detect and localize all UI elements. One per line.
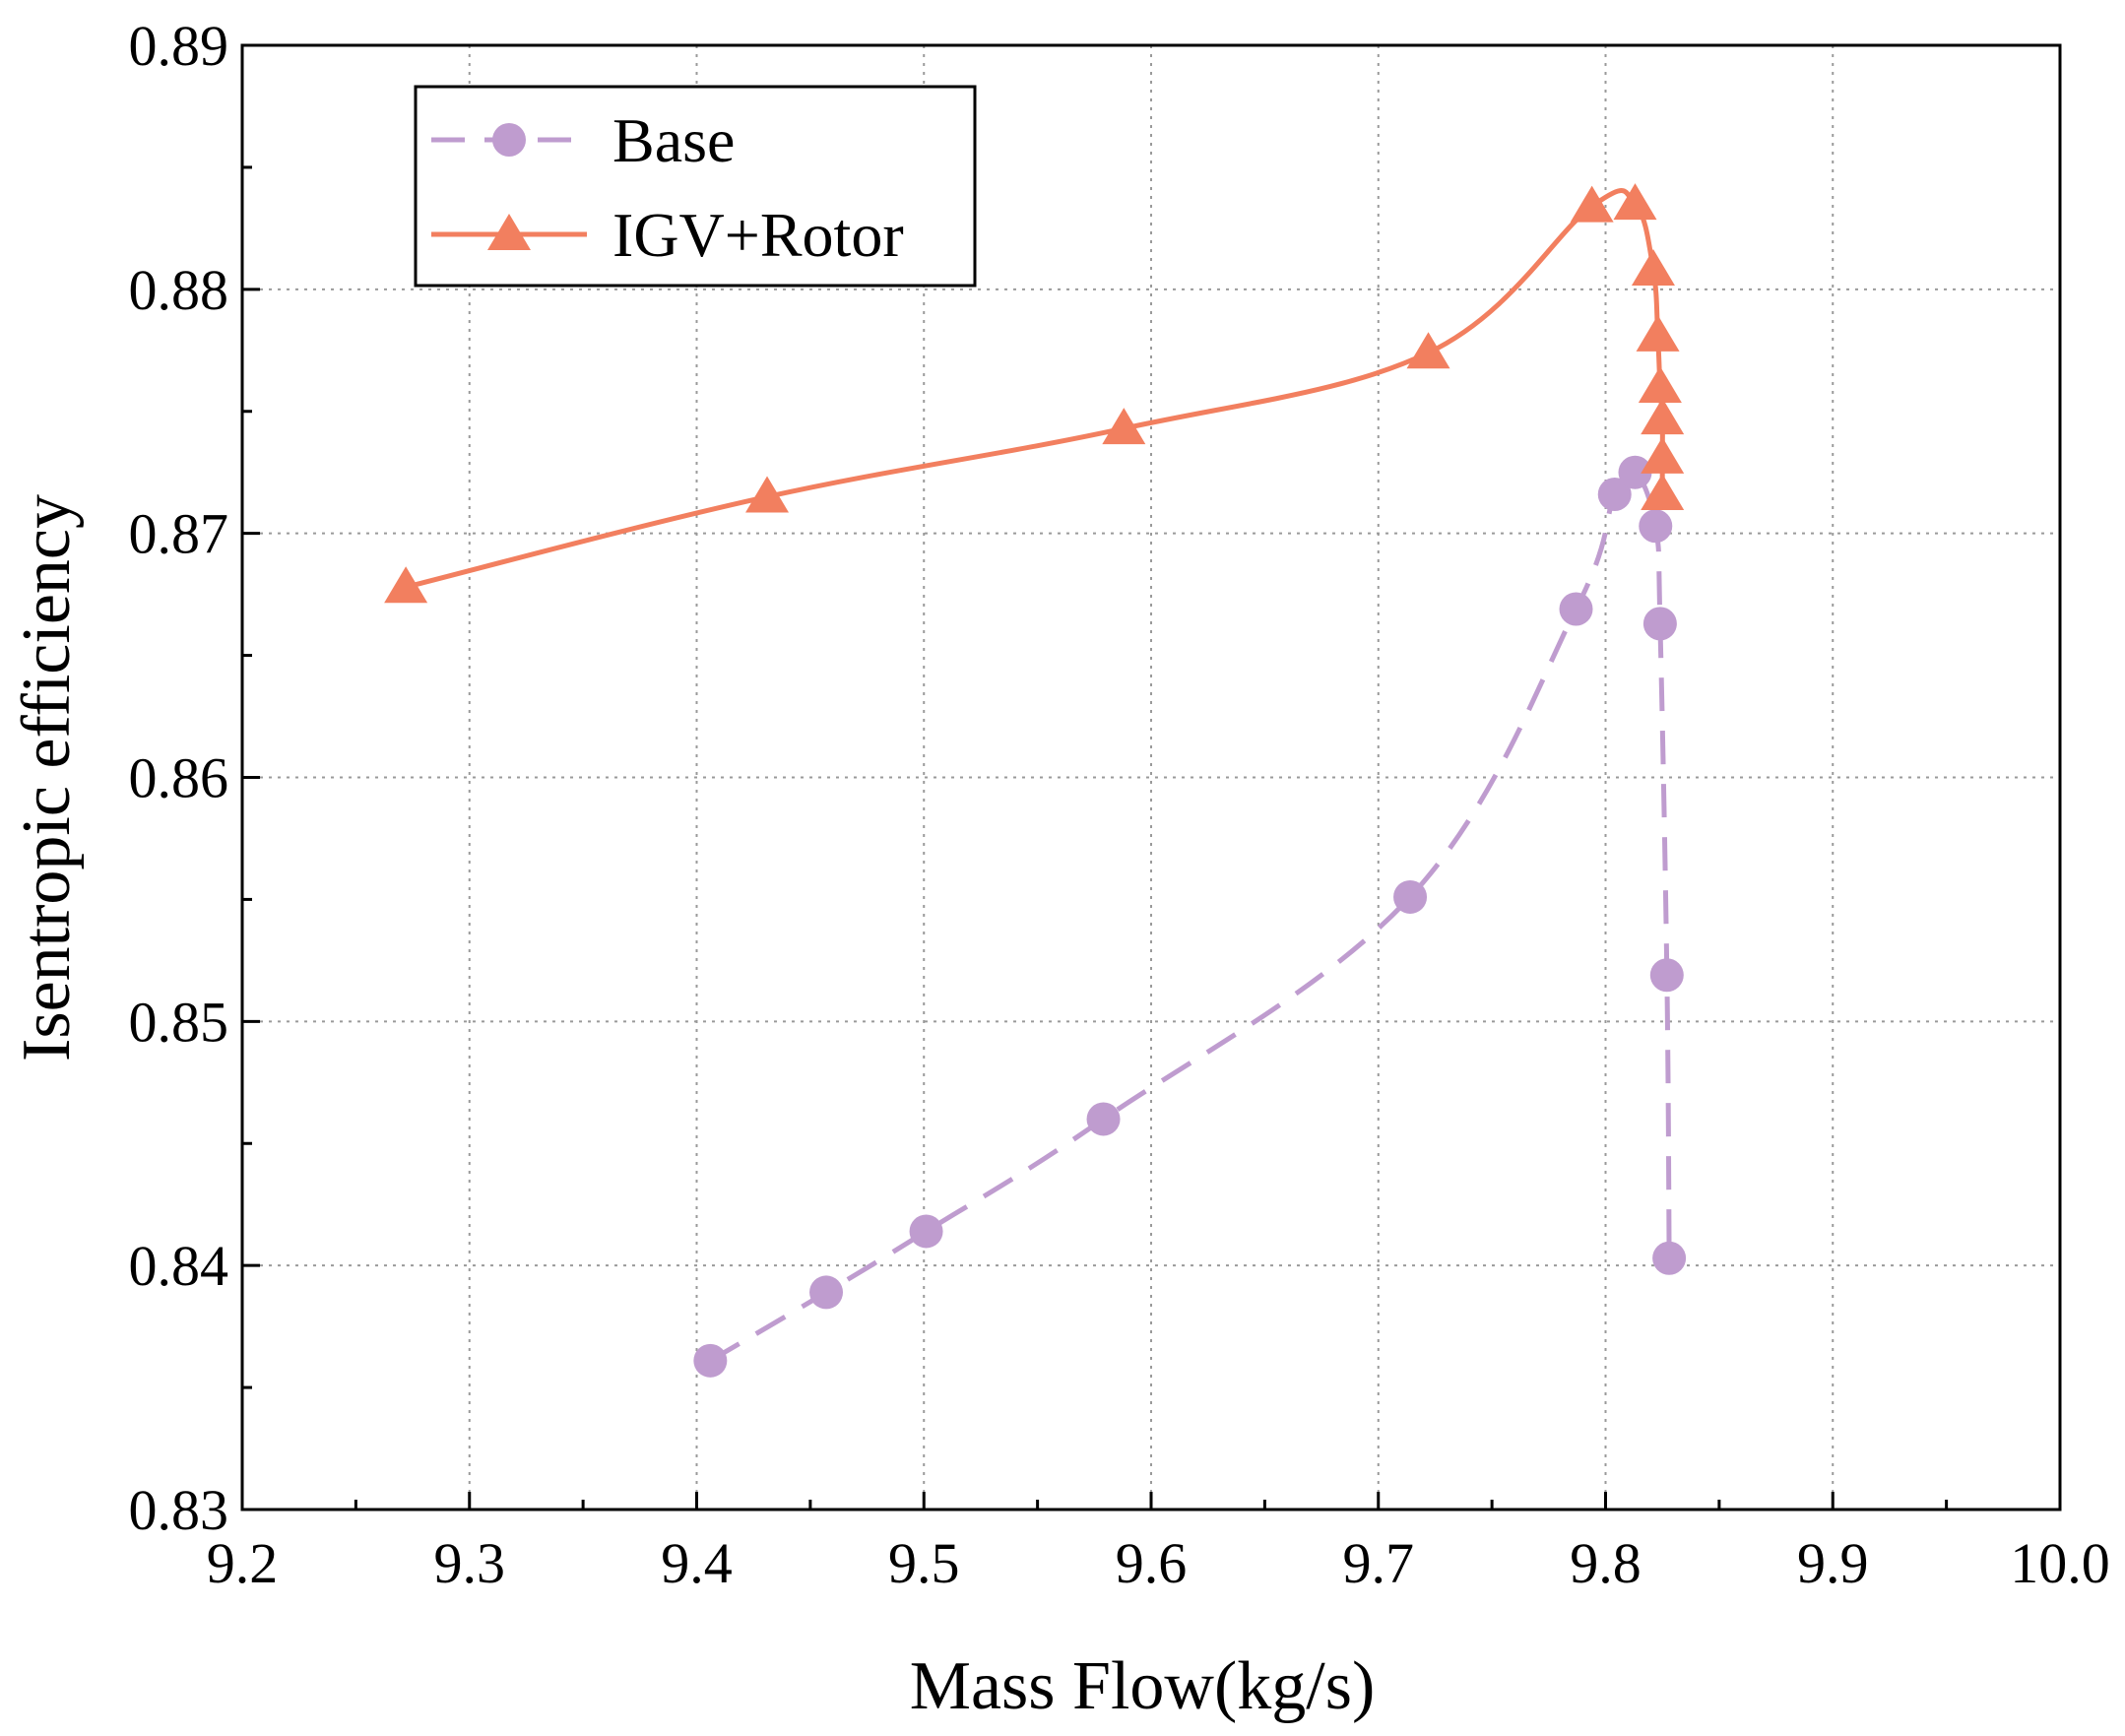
data-point <box>1636 314 1680 352</box>
x-tick-label: 9.5 <box>888 1531 960 1595</box>
x-axis-title: Mass Flow(kg/s) <box>910 1648 1376 1724</box>
data-point <box>809 1275 844 1310</box>
y-tick-label: 0.84 <box>129 1234 229 1298</box>
data-point <box>1642 607 1677 641</box>
grid <box>242 45 2060 1510</box>
data-point <box>1406 332 1450 369</box>
y-tick-label: 0.88 <box>129 258 229 322</box>
data-point <box>1641 474 1685 511</box>
data-point <box>1639 509 1673 544</box>
data-point <box>745 476 790 513</box>
legend-entry: Base <box>431 105 735 175</box>
data-point <box>1102 408 1146 445</box>
x-tick-label: 9.3 <box>434 1531 506 1595</box>
y-tick-label: 0.83 <box>129 1478 229 1542</box>
y-tick-label: 0.89 <box>129 14 229 78</box>
legend-label: IGV+Rotor <box>612 200 904 270</box>
series-1 <box>693 455 1687 1378</box>
legend-entry: IGV+Rotor <box>431 200 904 270</box>
data-point <box>1393 879 1428 914</box>
plot-frame <box>240 43 2062 1511</box>
y-tick-label: 0.86 <box>129 746 229 810</box>
data-point <box>384 566 428 604</box>
x-tick-label: 9.4 <box>661 1531 733 1595</box>
series-line <box>709 467 1672 1363</box>
x-tick-label: 9.8 <box>1570 1531 1642 1595</box>
data-point <box>1641 398 1685 435</box>
y-tick-label: 0.87 <box>129 502 229 566</box>
x-tick-label: 9.7 <box>1343 1531 1415 1595</box>
legend-box <box>414 85 977 288</box>
series-2 <box>384 183 1685 604</box>
data-point <box>1641 436 1685 474</box>
data-point <box>909 1214 943 1249</box>
data-point <box>1652 1241 1687 1275</box>
x-tick-label: 9.6 <box>1116 1531 1188 1595</box>
data-point <box>693 1343 728 1378</box>
legend-marker <box>487 214 531 250</box>
x-tick-label: 10.0 <box>2010 1531 2110 1595</box>
legend-label: Base <box>612 105 735 175</box>
data-point <box>1086 1102 1121 1136</box>
data-point <box>1613 183 1657 221</box>
data-point <box>1570 185 1614 223</box>
legend-marker <box>492 123 526 157</box>
y-tick-label: 0.85 <box>129 990 229 1054</box>
plot-series <box>384 183 1687 1378</box>
legend: Base IGV+Rotor <box>414 85 977 288</box>
data-point <box>1649 958 1684 993</box>
data-point <box>1638 365 1682 403</box>
axes: 9.2 9.3 9.4 9.5 9.6 9.7 9.8 9.9 10.0 0.83 0.84 0.85… <box>129 14 2110 1595</box>
data-point <box>1631 249 1675 287</box>
y-axis-title: Isentropic efficiency <box>9 494 85 1061</box>
data-point <box>1618 455 1652 489</box>
x-tick-label: 9.9 <box>1797 1531 1869 1595</box>
x-tick-label: 9.2 <box>207 1531 279 1595</box>
data-point <box>1559 592 1593 626</box>
data-point <box>1597 478 1632 512</box>
